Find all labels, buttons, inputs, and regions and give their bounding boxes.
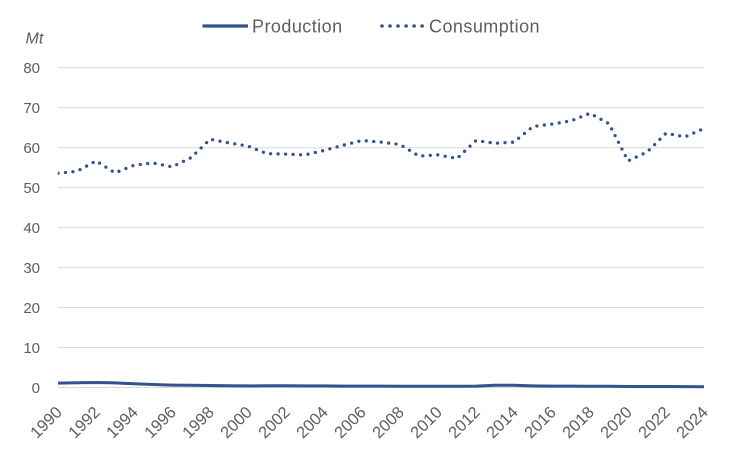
svg-text:2004: 2004	[293, 403, 332, 442]
svg-text:2018: 2018	[559, 403, 598, 442]
svg-text:20: 20	[23, 300, 40, 317]
svg-text:1998: 1998	[179, 403, 218, 442]
svg-text:1990: 1990	[27, 403, 66, 442]
svg-text:60: 60	[23, 140, 40, 157]
svg-text:2020: 2020	[597, 403, 636, 442]
svg-text:1992: 1992	[65, 403, 104, 442]
svg-text:2022: 2022	[635, 403, 674, 442]
svg-text:0: 0	[32, 380, 40, 397]
svg-text:2006: 2006	[331, 403, 370, 442]
svg-text:2010: 2010	[407, 403, 446, 442]
svg-text:Production: Production	[252, 16, 343, 36]
svg-text:2016: 2016	[521, 403, 560, 442]
svg-text:Consumption: Consumption	[429, 16, 540, 36]
svg-text:2014: 2014	[483, 403, 522, 442]
svg-text:40: 40	[23, 220, 40, 237]
svg-text:50: 50	[23, 180, 40, 197]
svg-text:2002: 2002	[255, 403, 294, 442]
svg-text:1994: 1994	[103, 403, 142, 442]
svg-text:70: 70	[23, 100, 40, 117]
svg-text:10: 10	[23, 340, 40, 357]
svg-text:2024: 2024	[673, 403, 712, 442]
svg-text:2012: 2012	[445, 403, 484, 442]
svg-text:2000: 2000	[217, 403, 256, 442]
svg-text:Mt: Mt	[26, 31, 44, 48]
svg-text:2008: 2008	[369, 403, 408, 442]
svg-text:80: 80	[23, 60, 40, 77]
svg-text:30: 30	[23, 260, 40, 277]
svg-text:1996: 1996	[141, 403, 180, 442]
